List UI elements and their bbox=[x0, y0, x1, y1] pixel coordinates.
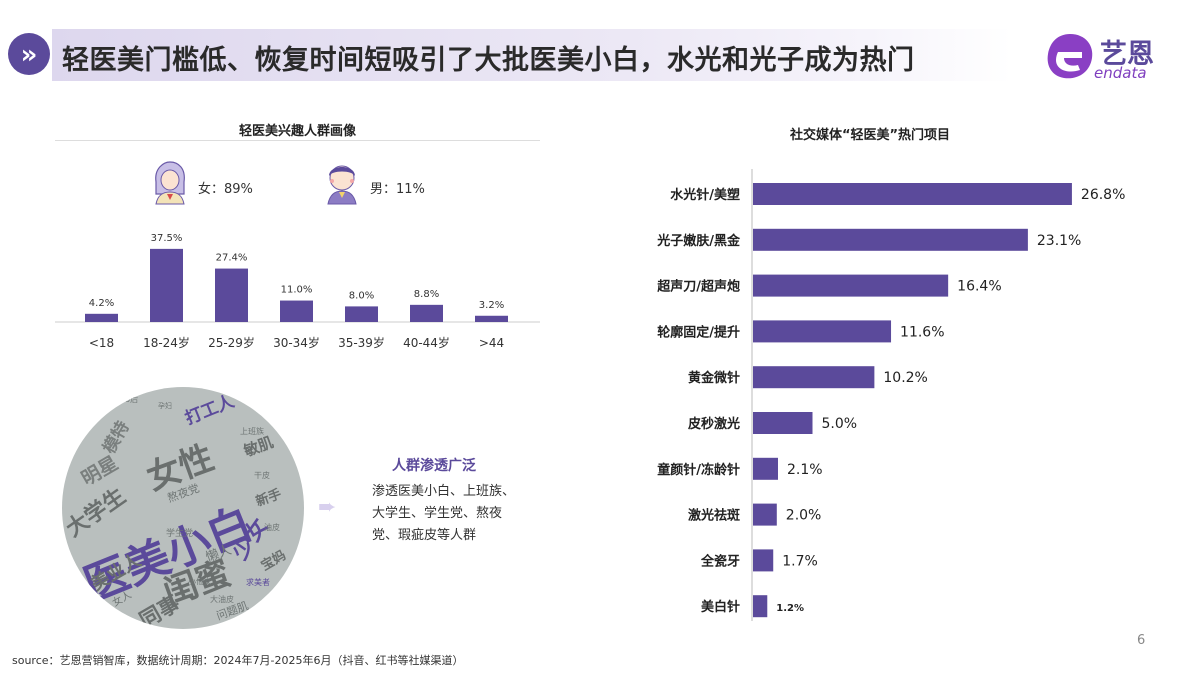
page-title: 轻医美门槛低、恢复时间短吸引了大批医美小白，水光和光子成为热门 bbox=[62, 45, 915, 76]
age-tick-label: 30-34岁 bbox=[273, 335, 320, 350]
age-bar-value-label: 3.2% bbox=[479, 300, 504, 311]
project-category-label: 水光针/美塑 bbox=[670, 187, 740, 203]
age-tick-label: 40-44岁 bbox=[403, 335, 450, 350]
male-avatar-icon bbox=[327, 165, 357, 205]
chevron-icon: » bbox=[8, 33, 50, 75]
cloud-word: 干皮 bbox=[254, 470, 270, 480]
project-value-label: 16.4% bbox=[957, 279, 1001, 295]
age-bar bbox=[85, 313, 118, 322]
age-tick-label: >44 bbox=[479, 336, 504, 350]
crowd-description: 渗透医美小白、上班族、大学生、学生党、熬夜党、瑕疵皮等人群 bbox=[372, 484, 516, 543]
project-value-label: 1.7% bbox=[782, 553, 818, 569]
project-bar bbox=[753, 320, 892, 343]
project-value-label: 1.2% bbox=[776, 603, 804, 614]
gender-male: 男：11% bbox=[322, 160, 462, 208]
project-bar bbox=[753, 549, 774, 572]
divider bbox=[55, 140, 540, 141]
female-share: 女：89% bbox=[198, 182, 253, 197]
project-value-label: 10.2% bbox=[883, 370, 927, 386]
project-category-label: 超声刀/超声炮 bbox=[657, 279, 740, 295]
age-bar-value-label: 8.0% bbox=[349, 290, 374, 301]
gender-female: 女：89% bbox=[150, 160, 290, 208]
project-bar bbox=[753, 274, 949, 297]
project-category-label: 童颜针/冻龄针 bbox=[657, 462, 740, 478]
cloud-word: 求美者 bbox=[246, 577, 270, 587]
age-bar-chart: 4.2% <18 37.5% 18-24岁 27.4% 25-29岁 11.0% 30-34岁… bbox=[55, 215, 540, 355]
age-bar-value-label: 4.2% bbox=[89, 298, 114, 309]
project-bar bbox=[753, 503, 777, 526]
age-bar-value-label: 37.5% bbox=[151, 233, 183, 244]
logo-text-cn: 艺恩 bbox=[1100, 39, 1154, 70]
endata-logo: 艺恩 endata bbox=[1042, 30, 1172, 86]
age-bar bbox=[150, 248, 183, 322]
age-bar bbox=[280, 300, 313, 322]
project-category-label: 黄金微针 bbox=[688, 370, 740, 386]
age-tick-label: <18 bbox=[89, 336, 114, 350]
project-category-label: 美白针 bbox=[701, 599, 740, 615]
age-bar bbox=[345, 306, 378, 322]
project-category-label: 激光祛斑 bbox=[688, 508, 740, 524]
age-tick-label: 18-24岁 bbox=[143, 335, 190, 350]
age-tick-label: 25-29岁 bbox=[208, 335, 255, 350]
logo-mark-icon bbox=[1047, 34, 1093, 79]
male-share: 男：11% bbox=[370, 182, 425, 197]
title-band bbox=[52, 29, 1012, 81]
right-panel-title: 社交媒体“轻医美”热门项目 bbox=[789, 128, 951, 143]
age-bar bbox=[410, 304, 443, 322]
left-panel-title: 轻医美兴趣人群画像 bbox=[238, 124, 356, 139]
project-value-label: 2.1% bbox=[787, 462, 823, 478]
project-bar bbox=[753, 595, 768, 618]
arrow-right-icon: ➨ bbox=[318, 495, 337, 520]
project-category-label: 轮廓固定/提升 bbox=[657, 324, 740, 340]
project-category-label: 皮秒激光 bbox=[687, 416, 740, 432]
project-bar bbox=[753, 457, 778, 480]
project-bar bbox=[753, 183, 1072, 205]
age-bar bbox=[475, 315, 508, 322]
project-bar bbox=[753, 412, 813, 434]
project-bar bbox=[753, 228, 1028, 251]
age-bar-value-label: 11.0% bbox=[281, 285, 313, 296]
page-number: 6 bbox=[1137, 633, 1146, 648]
logo-text-en: endata bbox=[1094, 64, 1147, 82]
age-bar-value-label: 8.8% bbox=[414, 289, 439, 300]
age-bar bbox=[215, 268, 248, 322]
project-value-label: 2.0% bbox=[786, 508, 822, 524]
project-value-label: 26.8% bbox=[1081, 187, 1125, 203]
source-note: source：艺恩营销智库，数据统计周期：2024年7月-2025年6月（抖音、… bbox=[12, 654, 464, 667]
project-value-label: 5.0% bbox=[822, 416, 858, 432]
word-cloud-disc bbox=[62, 387, 304, 629]
cloud-word: 上班族 bbox=[240, 426, 264, 436]
cloud-word: 孕妇 bbox=[158, 401, 172, 410]
cloud-word: 小仙女 bbox=[188, 576, 212, 586]
cloud-word: 学生党 bbox=[166, 527, 193, 539]
cloud-word: 油皮 bbox=[264, 522, 280, 532]
project-bar bbox=[753, 366, 875, 389]
project-category-label: 全瓷牙 bbox=[700, 553, 740, 569]
cloud-word: 90后 bbox=[120, 394, 138, 404]
female-avatar-icon bbox=[155, 161, 185, 205]
project-category-label: 光子嫩肤/黑金 bbox=[656, 233, 741, 249]
audience-word-cloud: 90后 孕妇 打工人 模特 女性 敏肌 明星 熬夜党 大学生 医美小白 少女 懒… bbox=[58, 380, 308, 635]
hot-projects-bar-chart: 水光针/美塑 26.8% 光子嫩肤/黑金 23.1% 超声刀/超声炮 16.4% 轮廓固定/… bbox=[600, 165, 1160, 625]
project-value-label: 23.1% bbox=[1037, 233, 1081, 249]
svg-text:»: » bbox=[21, 40, 38, 70]
crowd-title: 人群渗透广泛 bbox=[392, 458, 476, 474]
header: » 轻医美门槛低、恢复时间短吸引了大批医美小白，水光和光子成为热门 bbox=[0, 0, 1200, 84]
age-bar-value-label: 27.4% bbox=[216, 253, 248, 264]
project-value-label: 11.6% bbox=[900, 324, 944, 340]
age-tick-label: 35-39岁 bbox=[338, 335, 385, 350]
cloud-word: 大油皮 bbox=[210, 594, 234, 604]
